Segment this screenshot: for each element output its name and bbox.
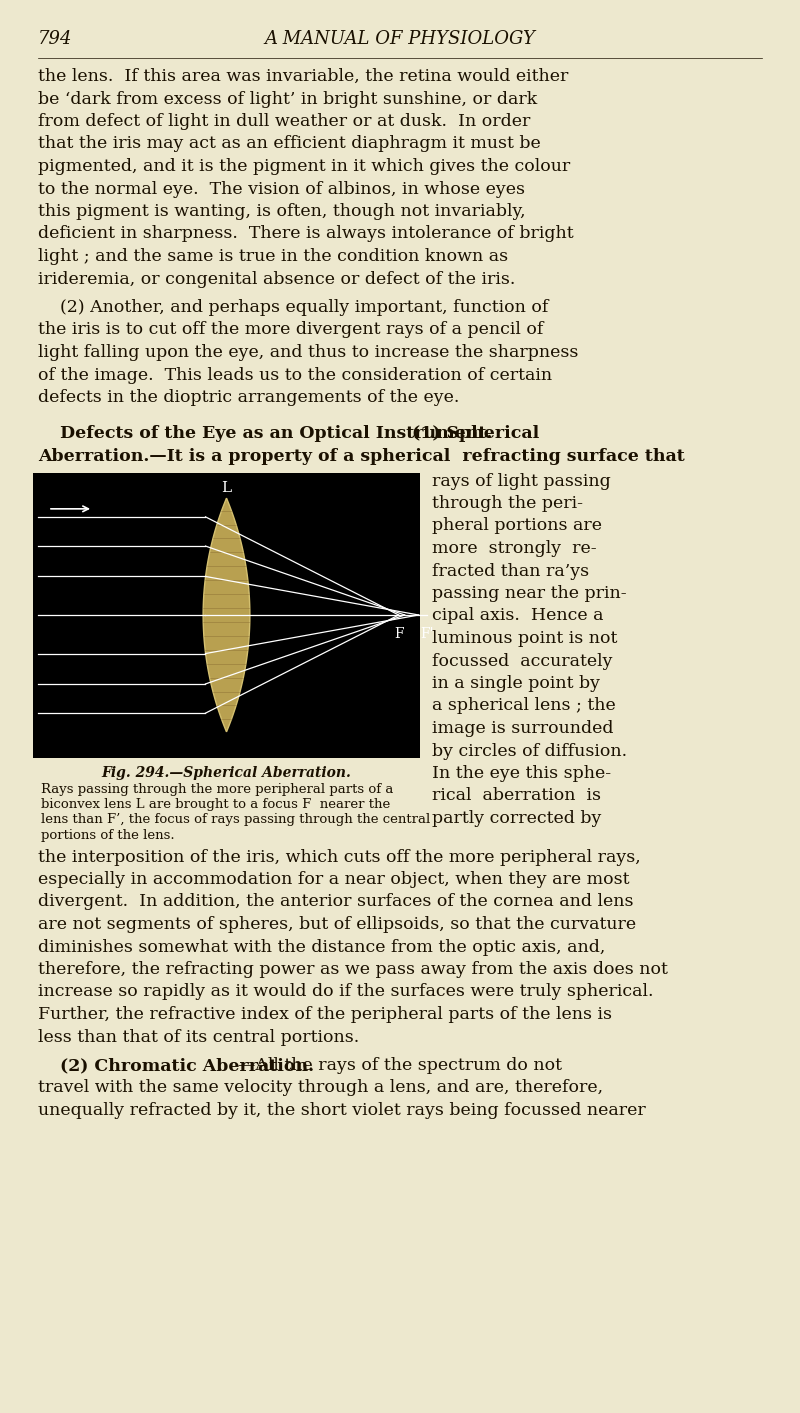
- Text: are not segments of spheres, but of ellipsoids, so that the curvature: are not segments of spheres, but of elli…: [38, 916, 636, 933]
- Text: Rays passing through the more peripheral parts of a: Rays passing through the more peripheral…: [41, 783, 394, 796]
- Text: deficient in sharpness.  There is always intolerance of bright: deficient in sharpness. There is always …: [38, 226, 574, 243]
- Text: less than that of its central portions.: less than that of its central portions.: [38, 1029, 359, 1046]
- Text: this pigment is wanting, is often, though not invariably,: this pigment is wanting, is often, thoug…: [38, 203, 526, 220]
- Text: defects in the dioptric arrangements of the eye.: defects in the dioptric arrangements of …: [38, 389, 459, 406]
- Text: F': F': [420, 627, 434, 642]
- Text: from defect of light in dull weather or at dusk.  In order: from defect of light in dull weather or …: [38, 113, 530, 130]
- Text: partly corrected by: partly corrected by: [432, 810, 602, 827]
- Text: luminous point is not: luminous point is not: [432, 630, 618, 647]
- Text: (1) Spherical: (1) Spherical: [400, 425, 539, 442]
- Text: by circles of diffusion.: by circles of diffusion.: [432, 742, 627, 760]
- Text: the iris is to cut off the more divergent rays of a pencil of: the iris is to cut off the more divergen…: [38, 322, 543, 339]
- Text: fracted than ra’ys: fracted than ra’ys: [432, 562, 589, 579]
- Text: light falling upon the eye, and thus to increase the sharpness: light falling upon the eye, and thus to …: [38, 343, 578, 360]
- Text: travel with the same velocity through a lens, and are, therefore,: travel with the same velocity through a …: [38, 1080, 603, 1096]
- Text: In the eye this sphe-: In the eye this sphe-: [432, 764, 611, 781]
- Text: pheral portions are: pheral portions are: [432, 517, 602, 534]
- Text: lens than F’, the focus of rays passing through the central: lens than F’, the focus of rays passing …: [41, 814, 430, 827]
- Text: a spherical lens ; the: a spherical lens ; the: [432, 698, 616, 715]
- Text: focussed  accurately: focussed accurately: [432, 653, 613, 670]
- Text: cipal axis.  Hence a: cipal axis. Hence a: [432, 608, 603, 625]
- Text: rays of light passing: rays of light passing: [432, 472, 610, 489]
- Text: portions of the lens.: portions of the lens.: [41, 829, 174, 842]
- Text: diminishes somewhat with the distance from the optic axis, and,: diminishes somewhat with the distance fr…: [38, 938, 606, 955]
- Text: 794: 794: [38, 30, 73, 48]
- Text: biconvex lens L are brought to a focus F  nearer the: biconvex lens L are brought to a focus F…: [41, 798, 390, 811]
- Polygon shape: [203, 499, 250, 732]
- Text: unequally refracted by it, the short violet rays being focussed nearer: unequally refracted by it, the short vio…: [38, 1102, 646, 1119]
- Text: light ; and the same is true in the condition known as: light ; and the same is true in the cond…: [38, 249, 508, 266]
- Text: more  strongly  re-: more strongly re-: [432, 540, 597, 557]
- Text: the lens.  If this area was invariable, the retina would either: the lens. If this area was invariable, t…: [38, 68, 568, 85]
- Text: Aberration.—It is a property of a spherical  refracting surface that: Aberration.—It is a property of a spheri…: [38, 448, 685, 465]
- Text: of the image.  This leads us to the consideration of certain: of the image. This leads us to the consi…: [38, 366, 552, 383]
- Text: that the iris may act as an efficient diaphragm it must be: that the iris may act as an efficient di…: [38, 136, 541, 153]
- Text: divergent.  In addition, the anterior surfaces of the cornea and lens: divergent. In addition, the anterior sur…: [38, 893, 634, 910]
- Text: —All the rays of the spectrum do not: —All the rays of the spectrum do not: [238, 1057, 562, 1074]
- Text: A MANUAL OF PHYSIOLOGY: A MANUAL OF PHYSIOLOGY: [265, 30, 535, 48]
- Text: especially in accommodation for a near object, when they are most: especially in accommodation for a near o…: [38, 870, 630, 887]
- Text: Fig. 294.—Spherical Aberration.: Fig. 294.—Spherical Aberration.: [102, 766, 351, 780]
- Text: Further, the refractive index of the peripheral parts of the lens is: Further, the refractive index of the per…: [38, 1006, 612, 1023]
- Text: Defects of the Eye as an Optical Instrument.: Defects of the Eye as an Optical Instrum…: [60, 425, 492, 442]
- Text: in a single point by: in a single point by: [432, 675, 600, 692]
- Text: increase so rapidly as it would do if the surfaces were truly spherical.: increase so rapidly as it would do if th…: [38, 983, 654, 1000]
- Text: therefore, the refracting power as we pass away from the axis does not: therefore, the refracting power as we pa…: [38, 961, 668, 978]
- Text: passing near the prin-: passing near the prin-: [432, 585, 626, 602]
- Text: irideremia, or congenital absence or defect of the iris.: irideremia, or congenital absence or def…: [38, 270, 515, 287]
- Text: (2) Another, and perhaps equally important, function of: (2) Another, and perhaps equally importa…: [38, 300, 548, 317]
- Text: rical  aberration  is: rical aberration is: [432, 787, 601, 804]
- Text: L: L: [222, 480, 231, 495]
- Text: the interposition of the iris, which cuts off the more peripheral rays,: the interposition of the iris, which cut…: [38, 848, 641, 866]
- Text: through the peri-: through the peri-: [432, 495, 583, 512]
- Text: (2) Chromatic Aberration.: (2) Chromatic Aberration.: [60, 1057, 314, 1074]
- Text: image is surrounded: image is surrounded: [432, 721, 614, 738]
- Text: pigmented, and it is the pigment in it which gives the colour: pigmented, and it is the pigment in it w…: [38, 158, 570, 175]
- Text: F: F: [394, 627, 403, 642]
- Bar: [33, 472, 420, 757]
- Text: be ‘dark from excess of light’ in bright sunshine, or dark: be ‘dark from excess of light’ in bright…: [38, 90, 538, 107]
- Text: to the normal eye.  The vision of albinos, in whose eyes: to the normal eye. The vision of albinos…: [38, 181, 525, 198]
